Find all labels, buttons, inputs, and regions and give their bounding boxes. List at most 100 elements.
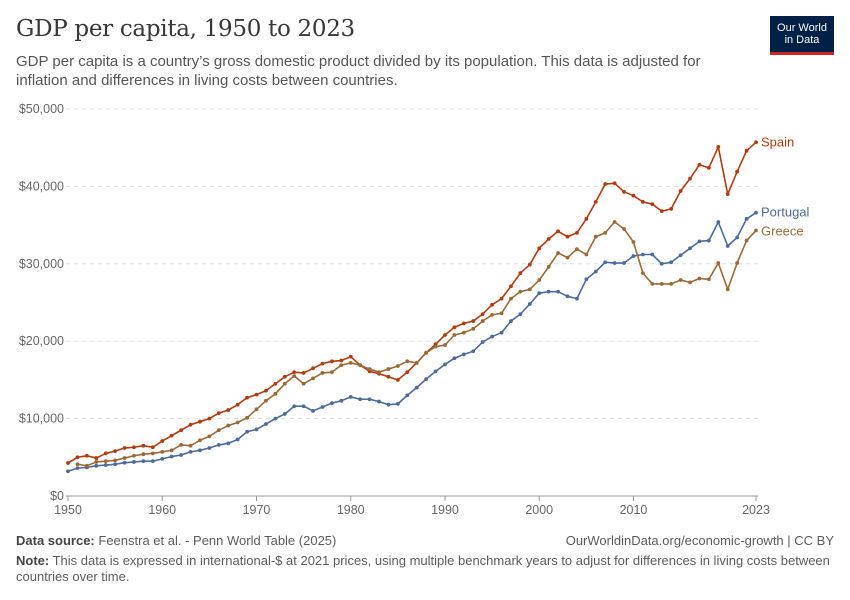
data-point-greece [226,423,231,428]
data-point-spain [631,193,636,198]
data-point-greece [622,227,626,231]
data-point-spain [329,359,334,364]
data-point-portugal [490,334,495,339]
data-point-spain [669,206,674,211]
data-point-greece [264,398,268,403]
data-point-spain [339,358,344,363]
data-point-spain [160,439,165,443]
data-point-greece [150,451,155,456]
data-point-spain [584,217,589,221]
data-point-spain [688,176,692,181]
data-point-spain [141,443,146,448]
data-point-greece [245,415,249,420]
series-label-spain: Spain [761,134,794,149]
data-point-greece [565,255,570,260]
data-point-greece [603,230,608,235]
data-point-greece [282,381,287,386]
data-point-portugal [254,427,259,432]
x-tick-label: 2010 [620,503,648,517]
series-line-spain [67,141,757,464]
data-point-portugal [631,254,636,258]
data-point-greece [452,333,457,337]
data-point-spain [537,246,542,251]
data-point-greece [556,251,560,255]
data-point-greece [461,330,466,335]
series-line-portugal [67,212,757,472]
data-point-spain [84,453,89,458]
data-point-spain [735,169,740,174]
data-point-portugal [527,302,532,306]
x-tick-label: 2023 [742,503,770,517]
data-point-spain [273,381,278,386]
data-point-portugal [179,453,183,457]
data-point-portugal [169,454,174,459]
data-point-portugal [452,356,457,361]
data-point-greece [377,370,381,375]
data-point-greece [669,282,674,286]
logo-line-2: in Data [784,34,820,46]
data-point-greece [659,282,664,286]
data-point-portugal [575,296,579,301]
data-point-portugal [471,349,476,354]
data-point-portugal [706,238,711,243]
data-point-portugal [697,239,702,244]
data-point-spain [226,408,231,412]
data-point-portugal [188,449,193,454]
data-point-spain [179,428,183,433]
data-point-greece [509,296,513,301]
data-point-spain [122,446,127,450]
data-point-spain [518,271,523,275]
data-point-greece [518,289,523,294]
data-point-greece [169,448,174,453]
data-point-portugal [329,401,334,406]
data-point-portugal [216,443,221,447]
data-point-greece [631,240,636,245]
data-point-spain [546,237,551,241]
data-point-spain [575,230,579,235]
data-point-greece [424,350,429,355]
data-point-greece [612,220,617,224]
data-point-portugal [433,369,438,374]
data-point-portugal [480,340,485,344]
data-point-greece [84,463,89,468]
data-point-greece [386,367,391,371]
data-point-greece [198,438,202,443]
x-tick-label: 2000 [525,503,553,517]
data-point-spain [754,140,758,145]
data-point-greece [546,264,551,269]
data-point-greece [744,238,749,243]
data-point-spain [103,451,108,456]
data-point-greece [527,287,532,292]
data-point-greece [471,326,476,331]
owid-logo[interactable]: Our World in Data [770,16,834,55]
data-point-greece [735,261,740,265]
note-label: Note: [16,553,50,568]
data-point-portugal [103,463,108,467]
data-point-portugal [716,220,721,224]
data-point-portugal [358,397,363,402]
data-point-greece [575,247,579,251]
x-tick-label: 1970 [243,503,271,517]
data-point-portugal [754,210,758,215]
data-point-portugal [132,460,136,464]
data-point-portugal [678,253,683,258]
data-point-greece [443,343,447,347]
x-tick-label: 1950 [54,503,82,517]
data-point-portugal [395,401,400,406]
data-point-spain [386,374,391,379]
data-point-portugal [405,393,410,398]
data-point-portugal [94,463,99,468]
data-point-spain [527,262,532,267]
series-label-greece: Greece [761,224,804,239]
data-point-greece [94,460,99,464]
license-link[interactable]: OurWorldinData.org/economic-growth | CC … [565,533,834,548]
chart-subtitle: GDP per capita is a country’s gross dome… [16,53,701,89]
data-point-portugal [141,459,146,464]
data-point-portugal [264,422,268,426]
y-tick-label: $0 [50,489,64,503]
data-point-spain [556,229,560,234]
data-point-greece [367,367,372,371]
data-point-greece [697,276,702,281]
data-point-greece [358,363,363,368]
data-source: Data source: Feenstra et al. - Penn Worl… [16,533,336,548]
